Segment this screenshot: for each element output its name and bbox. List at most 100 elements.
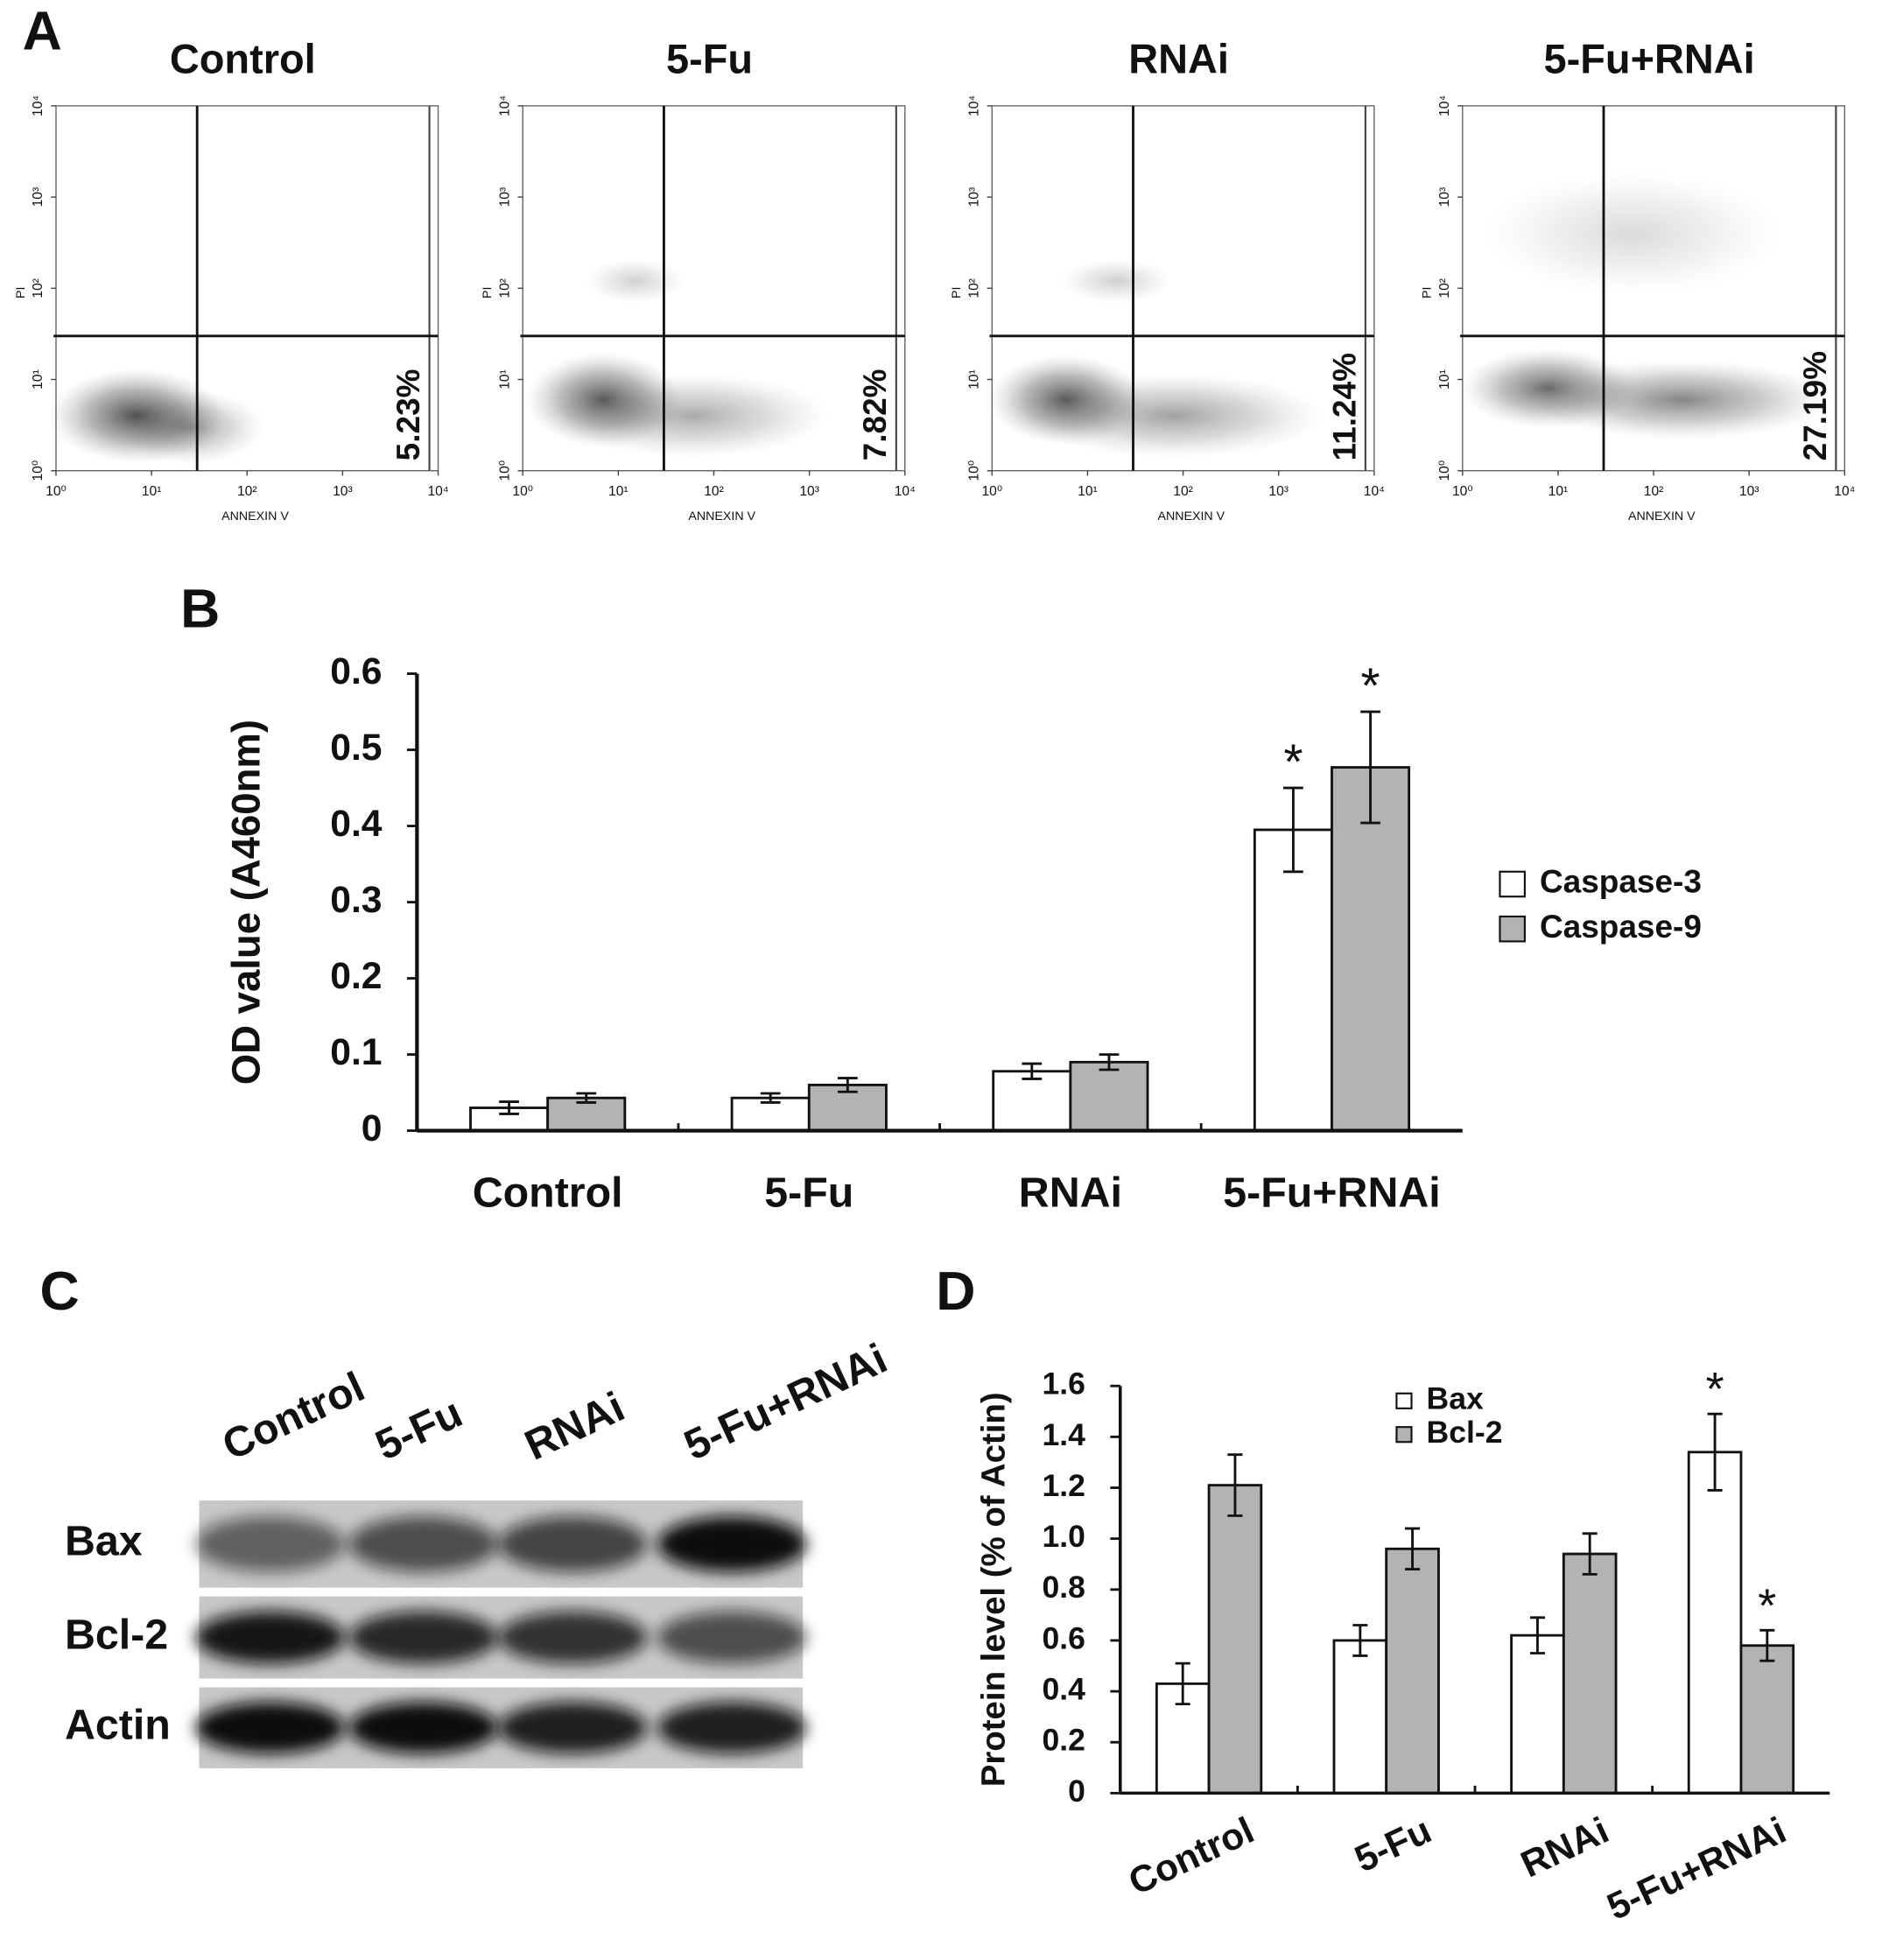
- cell-cloud: [1483, 171, 1782, 296]
- y-tick-label: 0.1: [330, 1031, 382, 1073]
- y-tick-label: 10³: [497, 187, 512, 207]
- x-tick-label: 5-Fu+RNAi: [1223, 1169, 1440, 1216]
- x-tick-label: 10⁴: [427, 484, 448, 499]
- y-axis-label: Protein level (% of Actin): [975, 1392, 1013, 1787]
- error-bar: [1707, 1412, 1723, 1492]
- bar: [1510, 1633, 1565, 1795]
- cell-cloud: [115, 390, 264, 465]
- y-tick-label: 10⁰: [31, 460, 46, 481]
- error-bar: [1529, 1616, 1546, 1654]
- legend-label: Caspase-9: [1540, 909, 1702, 945]
- y-tick-label: 0.8: [1043, 1570, 1085, 1605]
- y-tick-label: 10²: [967, 278, 982, 299]
- error-bar: [576, 1092, 597, 1104]
- blot-row-label: Actin: [65, 1701, 171, 1748]
- y-tick-label: 0.6: [330, 650, 382, 692]
- blot-band: [657, 1702, 807, 1754]
- y-tick-label: 1.2: [1043, 1468, 1085, 1503]
- x-tick-label: RNAi: [1019, 1169, 1122, 1216]
- blot-band: [195, 1516, 345, 1572]
- panel-label: C: [40, 1261, 80, 1322]
- blot-band: [497, 1516, 648, 1572]
- blot-band: [497, 1702, 648, 1754]
- blot-band: [195, 1611, 345, 1664]
- y-tick-label: 10¹: [497, 369, 512, 390]
- y-tick-label: 10⁰: [497, 460, 512, 481]
- error-bar: [1360, 710, 1380, 825]
- x-axis-label: ANNEXIN V: [1628, 509, 1696, 523]
- x-tick-label: 10³: [1739, 484, 1759, 499]
- y-tick-label: 10²: [1437, 278, 1452, 299]
- blot-band: [497, 1611, 648, 1664]
- error-bar: [760, 1092, 781, 1104]
- y-tick-label: 10²: [497, 278, 512, 299]
- y-axis-label: PI: [950, 287, 964, 299]
- quadrant-percent: 5.23%: [390, 369, 426, 460]
- y-tick-label: 0.2: [330, 955, 382, 997]
- y-axis-label: PI: [14, 287, 28, 299]
- y-tick-label: 10³: [1437, 187, 1452, 207]
- y-tick-label: 1.6: [1043, 1366, 1085, 1402]
- legend-swatch: [1499, 915, 1526, 943]
- x-tick-label: 10²: [1173, 484, 1193, 499]
- error-bar: [1099, 1053, 1120, 1071]
- x-tick-label: 10¹: [608, 484, 629, 499]
- cell-cloud: [1533, 360, 1832, 440]
- x-tick-label: 10⁰: [1452, 484, 1473, 499]
- plot-title: Control: [170, 37, 316, 82]
- significance-marker: *: [1706, 1363, 1724, 1416]
- y-tick-label: 0.4: [1043, 1671, 1086, 1706]
- quadrant-percent: 7.82%: [857, 369, 893, 460]
- y-tick-label: 10²: [31, 278, 46, 299]
- legend-swatch: [1395, 1392, 1413, 1409]
- blot-band: [657, 1611, 807, 1664]
- y-tick-label: 1.0: [1043, 1519, 1085, 1554]
- plot-title: 5-Fu: [666, 37, 753, 82]
- plot-area: [526, 258, 830, 459]
- error-bar: [1352, 1624, 1368, 1657]
- bar: [992, 1070, 1072, 1133]
- y-tick-label: 10¹: [1437, 369, 1452, 390]
- bar: [1069, 1060, 1149, 1133]
- blot-band: [348, 1516, 498, 1572]
- x-tick-label: 10⁴: [1364, 484, 1385, 499]
- x-tick-label: 10⁴: [1834, 484, 1855, 499]
- x-tick-label: 10⁰: [46, 484, 67, 499]
- quadrant-percent: 27.19%: [1797, 351, 1833, 460]
- blot-row-label: Bcl-2: [65, 1611, 168, 1658]
- y-axis-label: PI: [481, 287, 495, 299]
- blot-band: [657, 1516, 807, 1572]
- y-tick-label: 0.6: [1043, 1620, 1085, 1655]
- plot-title: 5-Fu+RNAi: [1544, 37, 1755, 82]
- bar: [1207, 1484, 1263, 1795]
- panel-label: D: [936, 1261, 975, 1322]
- x-tick-label: 10¹: [142, 484, 162, 499]
- significance-marker: *: [1361, 658, 1380, 713]
- y-tick-label: 0.4: [330, 803, 383, 845]
- significance-marker: *: [1283, 735, 1303, 790]
- x-tick-label: Control: [473, 1169, 623, 1216]
- bar: [1253, 828, 1333, 1133]
- x-tick-label: 10¹: [1078, 484, 1098, 499]
- error-bar: [1283, 786, 1303, 874]
- y-tick-label: 0.3: [330, 879, 382, 921]
- x-tick-label: 10¹: [1548, 484, 1569, 499]
- y-tick-label: 0: [1068, 1774, 1085, 1809]
- cell-cloud: [1060, 258, 1173, 304]
- x-tick-label: 10²: [704, 484, 724, 499]
- blot-row-label: Bax: [65, 1518, 143, 1565]
- x-tick-label: 5-Fu: [764, 1169, 853, 1216]
- y-axis-label: PI: [1421, 287, 1435, 299]
- quadrant-percent: 11.24%: [1326, 353, 1362, 460]
- panel-label: B: [180, 578, 220, 639]
- blot-band: [348, 1611, 498, 1664]
- error-bar: [1022, 1062, 1043, 1080]
- error-bar: [1582, 1532, 1598, 1576]
- bar: [1332, 1639, 1388, 1795]
- bar: [1331, 766, 1411, 1133]
- error-bar: [1759, 1628, 1775, 1662]
- y-tick-label: 10⁰: [967, 460, 982, 481]
- x-tick-label: 10⁰: [981, 484, 1002, 499]
- legend-swatch: [1395, 1426, 1413, 1444]
